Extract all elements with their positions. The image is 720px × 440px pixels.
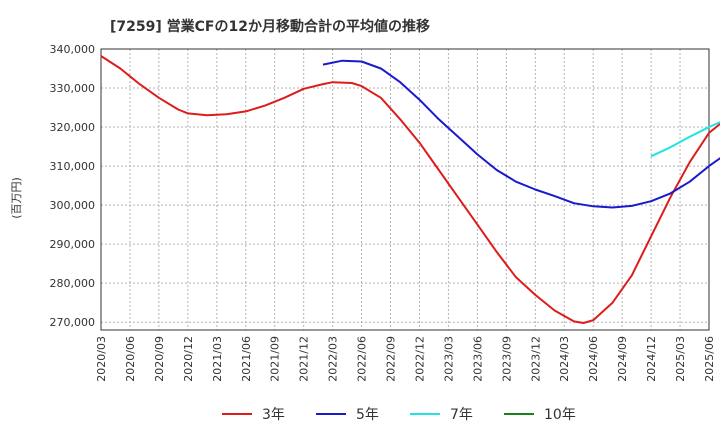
x-tick-label: 2020/09 xyxy=(153,336,166,382)
x-tick-label: 2024/06 xyxy=(587,336,600,382)
y-tick-label: 310,000 xyxy=(50,160,96,173)
x-tick-label: 2021/12 xyxy=(298,336,311,382)
x-tick-labels: 2020/03 2020/06 2020/09 2020/12 2021/03 2021/… xyxy=(95,336,716,382)
y-tick-label: 320,000 xyxy=(50,121,96,134)
x-tick-label: 2020/06 xyxy=(124,336,137,382)
x-tick-label: 2025/03 xyxy=(674,336,687,382)
x-tick-label: 2022/12 xyxy=(413,336,426,382)
y-tick-label: 330,000 xyxy=(50,82,96,95)
plot-area-frame xyxy=(100,48,710,331)
legend-label-3年: 3年 xyxy=(262,407,285,423)
x-tick-label: 2024/03 xyxy=(558,336,571,382)
x-tick-label: 2021/09 xyxy=(269,336,282,382)
x-tick-label: 2022/06 xyxy=(356,336,369,382)
series-line-5年 xyxy=(322,59,720,209)
y-tick-label: 270,000 xyxy=(50,316,96,329)
x-tick-label: 2020/03 xyxy=(95,336,108,382)
x-tick-label: 2023/09 xyxy=(500,336,513,382)
legend-label-10年: 10年 xyxy=(544,407,576,423)
x-tick-label: 2024/09 xyxy=(616,336,629,382)
y-tick-label: 300,000 xyxy=(50,199,96,212)
grid-lines xyxy=(100,48,710,330)
series-line-7年 xyxy=(650,121,720,158)
x-tick-label: 2022/09 xyxy=(385,336,398,382)
series-lines xyxy=(100,55,720,324)
x-tick-label: 2021/03 xyxy=(211,336,224,382)
x-tick-label: 2025/06 xyxy=(703,336,716,382)
x-tick-label: 2020/12 xyxy=(182,336,195,382)
y-tick-labels: 270,000 280,000 290,000 300,000 310,000 320,0… xyxy=(50,43,96,329)
legend-label-7年: 7年 xyxy=(450,407,473,423)
y-tick-label: 290,000 xyxy=(50,238,96,251)
y-axis-label: (百万円) xyxy=(10,177,23,219)
x-tick-label: 2021/06 xyxy=(240,336,253,382)
chart-title: [7259] 営業CFの12か月移動合計の平均値の推移 xyxy=(110,18,430,35)
x-tick-label: 2023/06 xyxy=(471,336,484,382)
legend: 3年 5年 7年 10年 xyxy=(222,407,576,423)
x-tick-label: 2022/03 xyxy=(327,336,340,382)
legend-label-5年: 5年 xyxy=(356,407,379,423)
y-tick-label: 280,000 xyxy=(50,277,96,290)
x-tick-label: 2023/12 xyxy=(529,336,542,382)
x-tick-label: 2023/03 xyxy=(442,336,455,382)
series-line-3年 xyxy=(100,55,720,324)
y-tick-label: 340,000 xyxy=(50,43,96,56)
x-tick-label: 2024/12 xyxy=(645,336,658,382)
